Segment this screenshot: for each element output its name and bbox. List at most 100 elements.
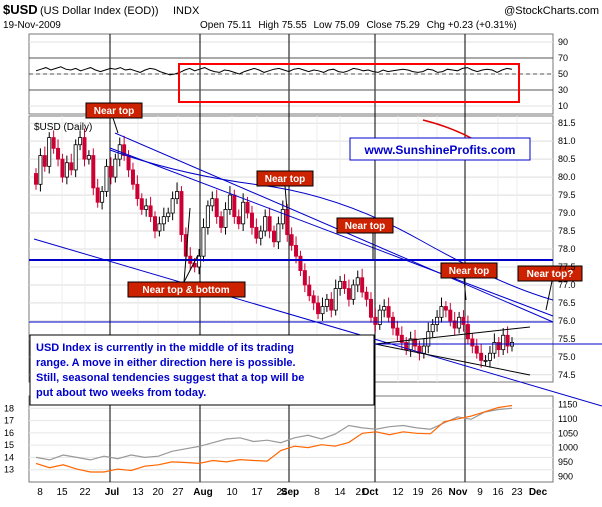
callout-near-top-4: Near top xyxy=(440,262,498,301)
candle-body xyxy=(227,194,232,210)
callout-near-top-1: Near top xyxy=(85,102,143,134)
date-tick-label: 19 xyxy=(412,487,424,498)
date-tick-label: 23 xyxy=(511,487,523,498)
candle-body xyxy=(276,223,281,243)
candle-body xyxy=(501,334,506,351)
candle-body xyxy=(82,137,87,160)
candle-body xyxy=(382,306,387,311)
comparison-left-tick-label: 16 xyxy=(4,428,14,438)
comparison-right-tick-label: 1000 xyxy=(558,443,578,453)
quote-date: 19-Nov-2009 xyxy=(3,20,61,31)
candle-body xyxy=(73,144,78,171)
price-axis: 81.5 81.0 80.5 80.0 79.5 79.0 78.5 78.0 77.5 77.0… xyxy=(558,118,576,380)
candle-body xyxy=(346,288,351,300)
candle-body xyxy=(285,209,290,236)
triangle-upper-line xyxy=(374,326,531,345)
candle-body xyxy=(249,212,254,228)
date-tick-label: Oct xyxy=(362,487,379,498)
candle-body xyxy=(421,345,426,354)
candle-body xyxy=(69,162,74,171)
date-tick-label: 8 xyxy=(314,487,320,498)
date-tick-label: Aug xyxy=(193,487,212,498)
candle-body xyxy=(443,306,448,311)
watermark-text: www.SunshineProfits.com xyxy=(364,143,516,157)
candle-body xyxy=(271,230,276,243)
candle-body xyxy=(232,194,237,218)
candle-body xyxy=(47,137,52,167)
date-tick-label: 15 xyxy=(56,487,68,498)
comparison-left-axis: 18 17 16 15 14 13 xyxy=(4,403,14,474)
candle-body xyxy=(333,288,338,311)
candle-body xyxy=(492,342,497,354)
candle-body xyxy=(78,137,83,146)
candle-body xyxy=(448,309,453,322)
candle-body xyxy=(452,320,457,329)
comparison-left-tick-label: 14 xyxy=(4,452,14,462)
comparison-right-tick-label: 1100 xyxy=(558,414,577,424)
candle-body xyxy=(399,334,404,343)
price-tick-label: 75.5 xyxy=(558,334,576,344)
candle-body xyxy=(51,137,56,149)
candle-body xyxy=(219,216,224,228)
candle-body xyxy=(175,191,180,200)
commentary-line: put about two weeks from today. xyxy=(36,387,206,399)
candle-body xyxy=(439,306,444,318)
candle-body xyxy=(342,280,347,289)
callout-near-top-question: Near top? xyxy=(517,265,583,311)
candle-body xyxy=(404,342,409,351)
symbol-title: $USD xyxy=(3,2,38,17)
candle-body xyxy=(430,324,435,333)
candle-body xyxy=(483,360,488,362)
candle-body xyxy=(311,295,316,304)
candle-body xyxy=(258,230,263,239)
date-tick-label: 9 xyxy=(477,487,483,498)
candle-body xyxy=(214,198,219,218)
candle-body xyxy=(307,284,312,297)
date-tick-label: 27 xyxy=(172,487,184,498)
candle-body xyxy=(166,212,171,218)
candle-body xyxy=(135,183,140,200)
instrument-name: (US Dollar Index (EOD)) xyxy=(40,5,159,17)
candle-body xyxy=(100,191,105,203)
comparison-right-tick-label: 900 xyxy=(558,471,573,481)
candle-body xyxy=(95,187,100,203)
candle-body xyxy=(86,155,91,160)
date-tick-label: 22 xyxy=(79,487,91,498)
candle-body xyxy=(368,298,373,318)
candle-body xyxy=(377,309,382,325)
candle-body xyxy=(60,158,65,178)
date-tick-label: 12 xyxy=(392,487,404,498)
downtrend-line-lower xyxy=(109,147,554,317)
candle-body xyxy=(148,205,153,218)
exchange-label: INDX xyxy=(173,5,200,17)
candle-body xyxy=(395,327,400,336)
price-tick-label: 77.0 xyxy=(558,280,576,290)
candle-body xyxy=(34,173,39,185)
date-tick-label: 16 xyxy=(492,487,504,498)
price-tick-label: 77.5 xyxy=(558,262,576,272)
callout-label: Near top xyxy=(94,106,135,117)
candle-body xyxy=(465,324,470,340)
candle-body xyxy=(280,209,285,225)
comparison-right-tick-label: 1150 xyxy=(558,400,577,410)
date-tick-label: 17 xyxy=(251,487,263,498)
candle-body xyxy=(170,198,175,214)
candle-body xyxy=(470,338,475,347)
candle-body xyxy=(298,255,303,271)
date-tick-label: 10 xyxy=(226,487,238,498)
channel-bottom-line xyxy=(33,238,602,407)
rsi-tick-label: 50 xyxy=(558,69,568,79)
candle-body xyxy=(108,165,113,178)
candle-body xyxy=(505,334,510,347)
candle-body xyxy=(302,270,307,286)
candle-body xyxy=(201,227,206,257)
callout-near-top-and-bottom: Near top & bottom xyxy=(127,207,246,298)
candle-body xyxy=(91,155,96,189)
candle-body xyxy=(351,284,356,300)
date-tick-label: Sep xyxy=(281,487,299,498)
candle-body xyxy=(487,352,492,361)
price-tick-label: 74.5 xyxy=(558,370,576,380)
candle-body xyxy=(267,216,272,232)
